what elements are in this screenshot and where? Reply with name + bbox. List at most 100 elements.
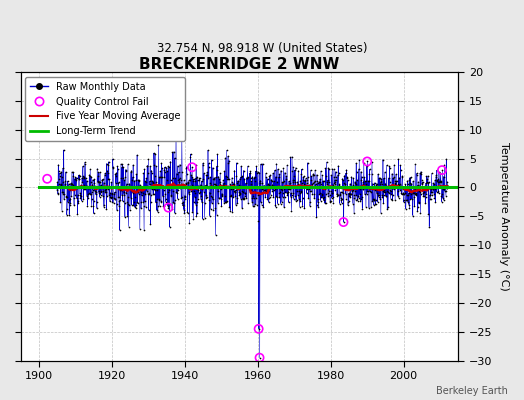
Point [128, 190, 137, 196]
Point [283, 186, 292, 193]
Point [116, 187, 124, 193]
Point [120, 177, 128, 183]
Point [423, 176, 432, 182]
Point [103, 186, 112, 192]
Point [70, 184, 79, 190]
Point [73, 195, 81, 202]
Point [267, 178, 276, 185]
Point [428, 188, 436, 195]
Point [378, 180, 386, 187]
Point [373, 190, 381, 196]
Point [201, 182, 210, 188]
Point [172, 121, 180, 127]
Point [226, 193, 234, 199]
Point [411, 190, 419, 197]
Point [422, 173, 431, 179]
Point [158, 165, 166, 172]
Point [363, 158, 372, 165]
Title: BRECKENRIDGE 2 WNW: BRECKENRIDGE 2 WNW [139, 57, 340, 72]
Point [437, 193, 445, 200]
Point [406, 196, 414, 202]
Point [58, 207, 66, 214]
Point [250, 174, 259, 180]
Point [426, 192, 434, 198]
Point [376, 196, 385, 202]
Point [427, 196, 435, 202]
Point [403, 197, 411, 203]
Point [282, 190, 291, 196]
Point [409, 190, 418, 196]
Point [372, 197, 380, 204]
Point [249, 195, 258, 202]
Point [402, 184, 411, 190]
Point [255, 169, 263, 176]
Point [75, 176, 83, 182]
Point [71, 176, 79, 182]
Point [73, 192, 82, 198]
Point [337, 196, 345, 203]
Point [81, 186, 89, 192]
Point [274, 166, 282, 172]
Point [90, 180, 99, 186]
Point [286, 186, 294, 192]
Point [216, 185, 225, 192]
Point [117, 192, 126, 199]
Point [216, 196, 225, 202]
Point [298, 202, 307, 209]
Point [243, 184, 251, 190]
Point [370, 197, 379, 203]
Point [205, 212, 214, 219]
Point [303, 186, 311, 192]
Point [261, 170, 270, 176]
Point [289, 178, 298, 185]
Point [315, 190, 323, 197]
Point [136, 182, 144, 188]
Point [204, 175, 212, 182]
Point [292, 198, 300, 204]
Point [55, 181, 63, 187]
Point [231, 193, 239, 199]
Point [129, 162, 137, 168]
Point [439, 173, 447, 180]
Text: 32.754 N, 98.918 W (United States): 32.754 N, 98.918 W (United States) [157, 42, 367, 55]
Point [108, 156, 117, 162]
Point [157, 199, 165, 205]
Point [398, 174, 407, 180]
Point [329, 182, 337, 188]
Point [211, 232, 220, 238]
Point [239, 196, 247, 202]
Point [314, 184, 323, 190]
Point [86, 166, 94, 172]
Point [226, 181, 235, 188]
Point [213, 151, 222, 157]
Point [301, 183, 309, 190]
Point [137, 198, 146, 205]
Point [223, 198, 231, 204]
Point [144, 190, 152, 197]
Point [174, 169, 183, 176]
Point [438, 190, 446, 197]
Point [341, 181, 349, 188]
Point [172, 188, 181, 195]
Point [131, 188, 139, 195]
Point [191, 190, 200, 196]
Point [256, 354, 264, 361]
Point [158, 174, 167, 180]
Point [105, 194, 114, 201]
Point [203, 185, 212, 192]
Point [424, 211, 432, 217]
Point [91, 186, 99, 192]
Point [310, 195, 319, 202]
Point [365, 166, 374, 172]
Point [377, 176, 385, 182]
Point [168, 182, 176, 189]
Point [401, 185, 409, 192]
Point [213, 188, 222, 194]
Point [425, 192, 434, 198]
Point [144, 170, 152, 177]
Point [143, 188, 151, 194]
Point [375, 194, 383, 200]
Point [294, 188, 303, 194]
Point [202, 192, 210, 198]
Point [339, 184, 347, 190]
